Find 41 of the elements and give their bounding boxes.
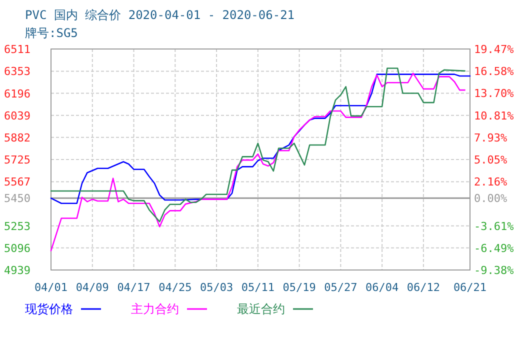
x-tick-label: 06/21: [453, 281, 487, 294]
y2-tick-label: -9.38%: [474, 264, 514, 277]
x-tick-label: 04/25: [158, 281, 192, 294]
y2-tick-label: 5.05%: [474, 153, 508, 166]
x-tick-label: 05/11: [241, 281, 274, 294]
y2-tick-label: -3.61%: [474, 220, 514, 233]
y-tick-label: 5725: [4, 154, 30, 166]
chart-subtitle: 牌号:SG5: [25, 26, 78, 40]
y2-tick-label: 13.70%: [474, 87, 514, 100]
x-tick-label: 04/09: [76, 281, 109, 294]
x-tick-label: 04/17: [117, 281, 150, 294]
y2-tick-label: 2.16%: [474, 176, 508, 189]
y2-tick-label: 10.81%: [474, 109, 514, 122]
y2-tick-label: -6.49%: [474, 242, 514, 255]
y-tick-label: 5567: [4, 176, 30, 189]
y2-tick-label: 19.47%: [474, 43, 514, 56]
legend-label: 最近合约: [237, 302, 285, 316]
y-tick-label: 5096: [4, 242, 30, 255]
y-tick-label: 5450: [4, 192, 30, 206]
y2-tick-label: 7.93%: [474, 131, 508, 144]
legend-label: 主力合约: [131, 302, 179, 316]
line-series: [50, 74, 471, 204]
y-tick-label: 6353: [4, 65, 30, 78]
x-tick-label: 04/01: [34, 281, 68, 294]
x-tick-label: 06/04: [366, 281, 399, 294]
x-tick-label: 05/27: [324, 281, 358, 294]
y2-tick-label: 16.58%: [474, 65, 514, 78]
y-tick-label: 5882: [4, 131, 30, 144]
y-tick-label: 5253: [4, 220, 30, 233]
y-tick-label: 6039: [4, 109, 30, 122]
y-tick-label: 6511: [4, 43, 30, 56]
y-tick-label: 4939: [4, 264, 30, 277]
y-tick-label: 6196: [4, 87, 30, 100]
x-tick-label: 05/19: [282, 281, 316, 294]
line-series: [50, 68, 466, 222]
line-series: [50, 72, 466, 252]
x-tick-label: 05/03: [200, 281, 234, 294]
legend-label: 现货价格: [25, 302, 73, 316]
y2-tick-label: 0.00%: [474, 192, 508, 206]
x-tick-label: 06/12: [406, 281, 440, 294]
chart-title: PVC 国内 综合价 2020-04-01 - 2020-06-21: [25, 8, 295, 22]
